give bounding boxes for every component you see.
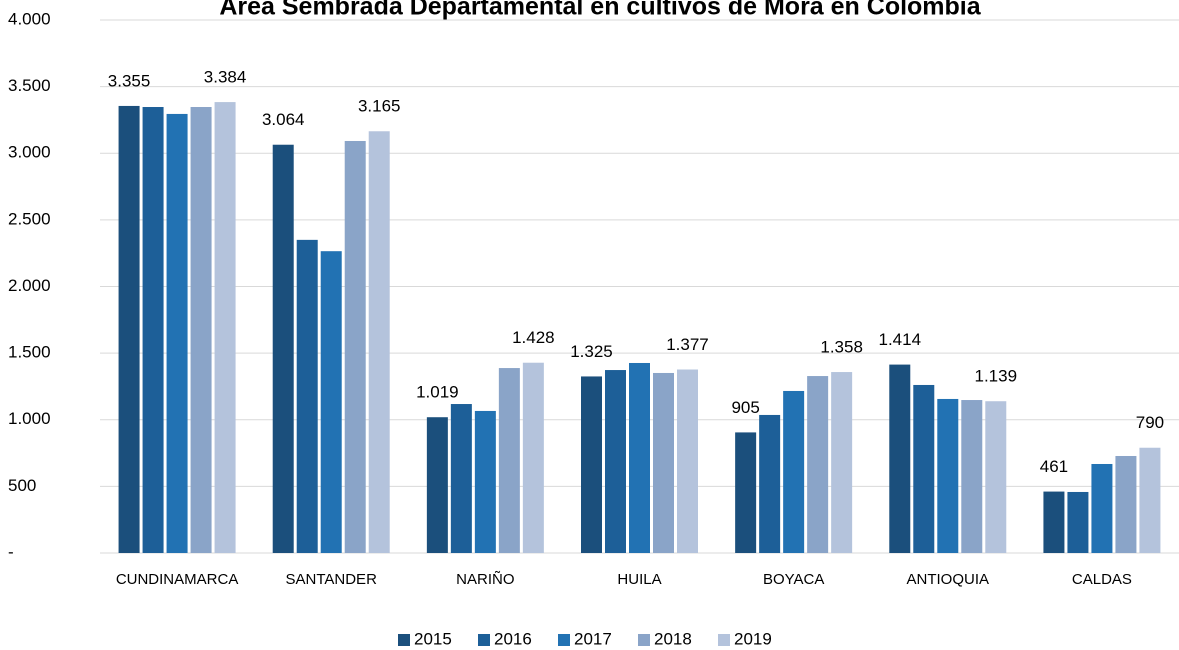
x-tick-label: BOYACA: [763, 571, 824, 588]
bar: [937, 398, 959, 553]
bar: [450, 404, 472, 553]
bar: [118, 105, 140, 553]
data-label: 3.165: [358, 97, 401, 116]
x-tick-label: SANTANDER: [286, 571, 378, 588]
data-label: 1.377: [666, 335, 709, 354]
bar: [142, 107, 164, 553]
bar: [426, 417, 448, 553]
bar: [498, 368, 520, 553]
bar: [961, 400, 983, 553]
y-tick-label: 2.500: [8, 209, 51, 228]
bar: [166, 113, 188, 553]
data-label: 905: [731, 398, 759, 417]
bar: [783, 390, 805, 553]
chart-title: Área Sembrada Departamental en cultivos …: [219, 0, 981, 21]
legend-label: 2016: [494, 629, 532, 648]
bar: [913, 384, 935, 553]
bar: [1067, 491, 1089, 553]
bar: [807, 376, 829, 553]
data-label: 461: [1040, 457, 1068, 476]
legend-label: 2017: [574, 629, 612, 648]
data-label: 1.414: [879, 330, 922, 349]
x-tick-label: CALDAS: [1072, 571, 1132, 588]
y-tick-label: 3.000: [8, 143, 51, 162]
x-tick-label: HUILA: [617, 571, 661, 588]
bar: [1043, 491, 1065, 553]
y-tick-label: 4.000: [8, 9, 51, 28]
x-tick-label: CUNDINAMARCA: [116, 571, 239, 588]
legend-swatch: [638, 634, 650, 646]
bar: [522, 362, 544, 553]
data-label: 3.064: [262, 110, 305, 129]
legend-swatch: [478, 634, 490, 646]
data-label: 1.358: [820, 338, 863, 357]
bar: [1139, 447, 1161, 553]
bar: [605, 370, 626, 553]
bar: [272, 144, 294, 554]
y-tick-label: 3.500: [8, 76, 51, 95]
bar: [214, 102, 236, 553]
bar: [190, 107, 212, 553]
legend-label: 2015: [414, 629, 452, 648]
bar: [581, 376, 602, 553]
y-tick-label: 1.000: [8, 409, 51, 428]
x-tick-label: NARIÑO: [456, 571, 514, 588]
legend-label: 2019: [734, 629, 772, 648]
bar: [653, 372, 674, 553]
legend-label: 2018: [654, 629, 692, 648]
bar: [831, 372, 853, 553]
bar: [735, 432, 757, 553]
bar: [759, 414, 781, 553]
legend-swatch: [398, 634, 410, 646]
bar: [474, 410, 496, 553]
data-label: 1.139: [975, 367, 1018, 386]
bar: [629, 362, 650, 553]
y-tick-label: -: [8, 542, 14, 561]
bar: [985, 401, 1007, 553]
legend-swatch: [718, 634, 730, 646]
bar: [344, 140, 366, 553]
x-tick-label: ANTIOQUIA: [907, 571, 990, 588]
bar: [320, 251, 342, 553]
bar: [368, 131, 390, 554]
bar: [296, 239, 318, 554]
data-label: 3.355: [108, 71, 151, 90]
y-tick-label: 1.500: [8, 343, 51, 362]
legend-swatch: [558, 634, 570, 646]
y-tick-label: 500: [8, 476, 36, 495]
data-label: 1.325: [570, 342, 613, 361]
data-label: 790: [1136, 413, 1164, 432]
data-label: 1.428: [512, 328, 555, 347]
bar: [677, 369, 698, 553]
data-label: 1.019: [416, 383, 459, 402]
y-tick-label: 2.000: [8, 276, 51, 295]
bar: [1115, 455, 1137, 553]
bar: [889, 364, 911, 553]
bar: [1091, 463, 1113, 553]
data-label: 3.384: [204, 68, 247, 87]
